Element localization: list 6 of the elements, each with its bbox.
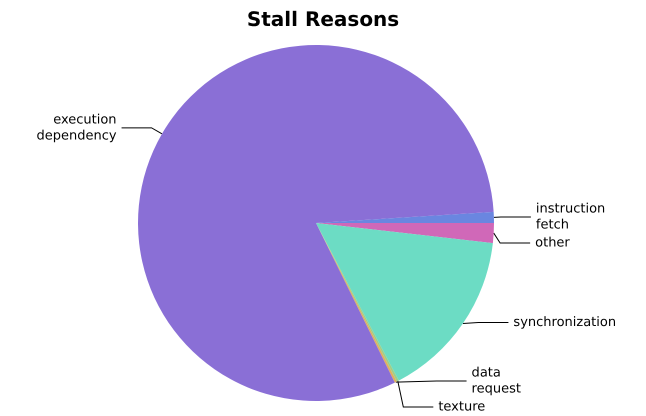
slice-label: execution dependency xyxy=(36,112,117,144)
slice-label: other xyxy=(535,236,570,251)
slice-label: texture xyxy=(438,400,486,414)
slice-label: synchronization xyxy=(513,315,616,330)
slice-label: data request xyxy=(472,366,521,396)
chart-title: Stall Reasons xyxy=(246,7,400,31)
